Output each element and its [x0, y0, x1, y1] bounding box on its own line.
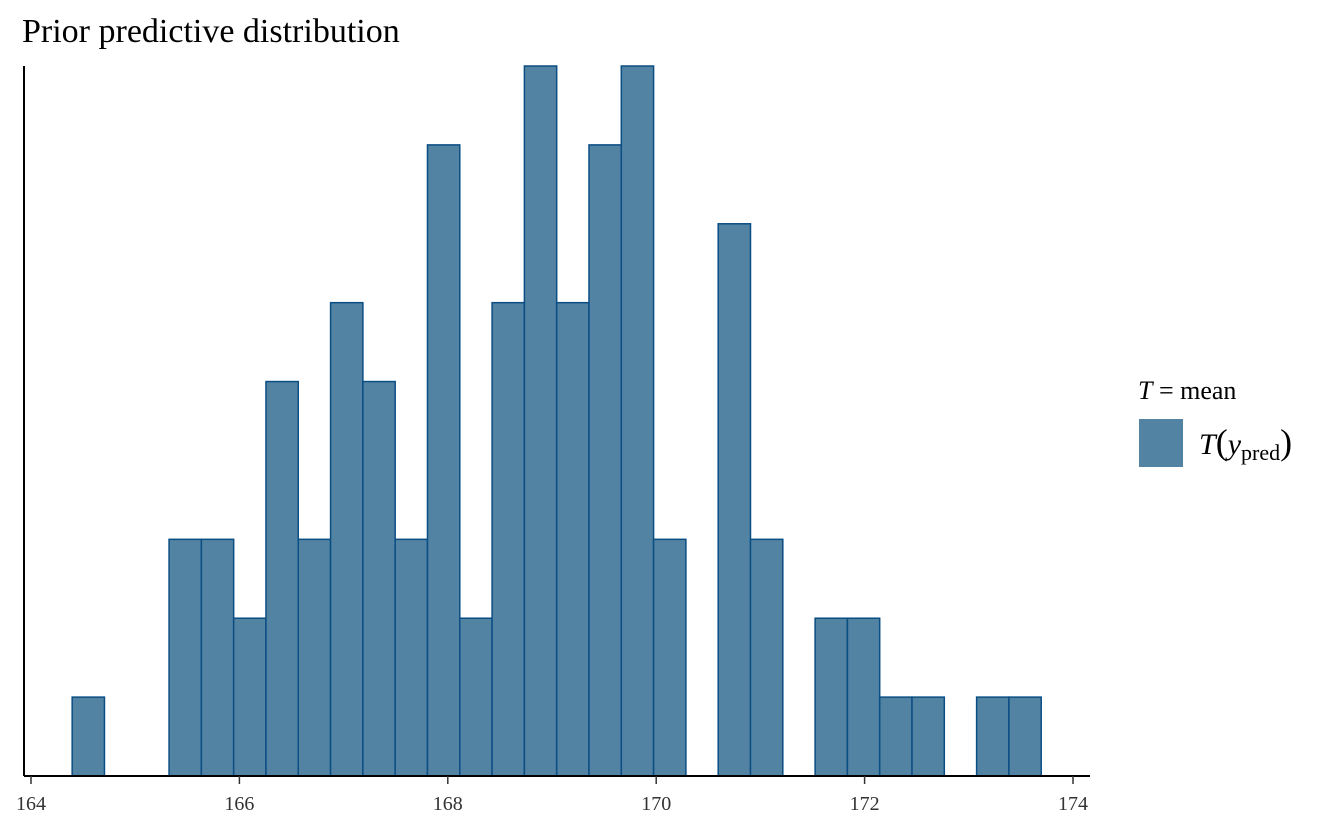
histogram-bar [814, 617, 849, 777]
x-tick-label: 174 [1058, 793, 1088, 815]
x-ticks-group: 164 166 168 170 172 174 [16, 776, 1088, 815]
histogram-bar [200, 538, 235, 777]
histogram-bar [329, 301, 364, 777]
legend-label: T(ypred) [1199, 422, 1292, 465]
x-tick-label: 172 [850, 793, 880, 815]
histogram-bar [523, 65, 558, 777]
histogram-bar [588, 144, 623, 777]
legend-title-rest: = mean [1152, 376, 1236, 405]
histogram-bar [168, 538, 203, 777]
histogram-bar [975, 696, 1010, 777]
legend-label-y: y [1225, 428, 1242, 461]
histogram-bar [652, 538, 687, 777]
histogram-bar [426, 144, 461, 777]
bars-group [71, 65, 1042, 777]
x-tick-label: 168 [433, 793, 463, 815]
histogram-bar [232, 617, 267, 777]
legend-paren-open: ( [1216, 422, 1228, 462]
histogram-bar [459, 617, 493, 777]
histogram-bar [911, 696, 946, 777]
histogram-bar [620, 65, 655, 777]
legend-label-sub: pred [1241, 440, 1280, 465]
legend-paren-close: ) [1280, 422, 1292, 462]
histogram-bar [265, 380, 300, 777]
histogram-bar [846, 617, 881, 777]
legend-title-t: T [1138, 376, 1154, 405]
x-tick-label: 164 [16, 793, 46, 815]
legend-label-t: T [1199, 428, 1218, 461]
histogram-bar [362, 380, 396, 777]
histogram-bar [297, 538, 332, 777]
legend: T = mean T(ypred) [1138, 376, 1292, 467]
histogram-bar [878, 696, 913, 777]
chart-title: Prior predictive distribution [22, 13, 400, 50]
x-tick-label: 166 [224, 793, 254, 815]
histogram-bar [491, 301, 526, 777]
histogram-bar [71, 696, 106, 777]
histogram-bar [749, 538, 784, 777]
legend-swatch [1139, 419, 1183, 467]
histogram-bar [717, 223, 752, 777]
histogram-bar [1008, 696, 1042, 777]
histogram-bar [555, 301, 590, 777]
legend-title: T = mean [1138, 376, 1236, 405]
x-tick-label: 170 [641, 793, 671, 815]
histogram-bar [394, 538, 429, 777]
